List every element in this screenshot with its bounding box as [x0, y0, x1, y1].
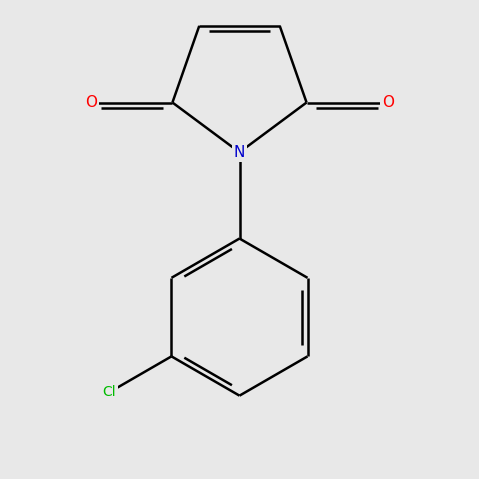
Text: N: N: [234, 145, 245, 160]
Text: O: O: [382, 95, 394, 110]
Text: Cl: Cl: [103, 385, 116, 399]
Text: O: O: [85, 95, 97, 110]
